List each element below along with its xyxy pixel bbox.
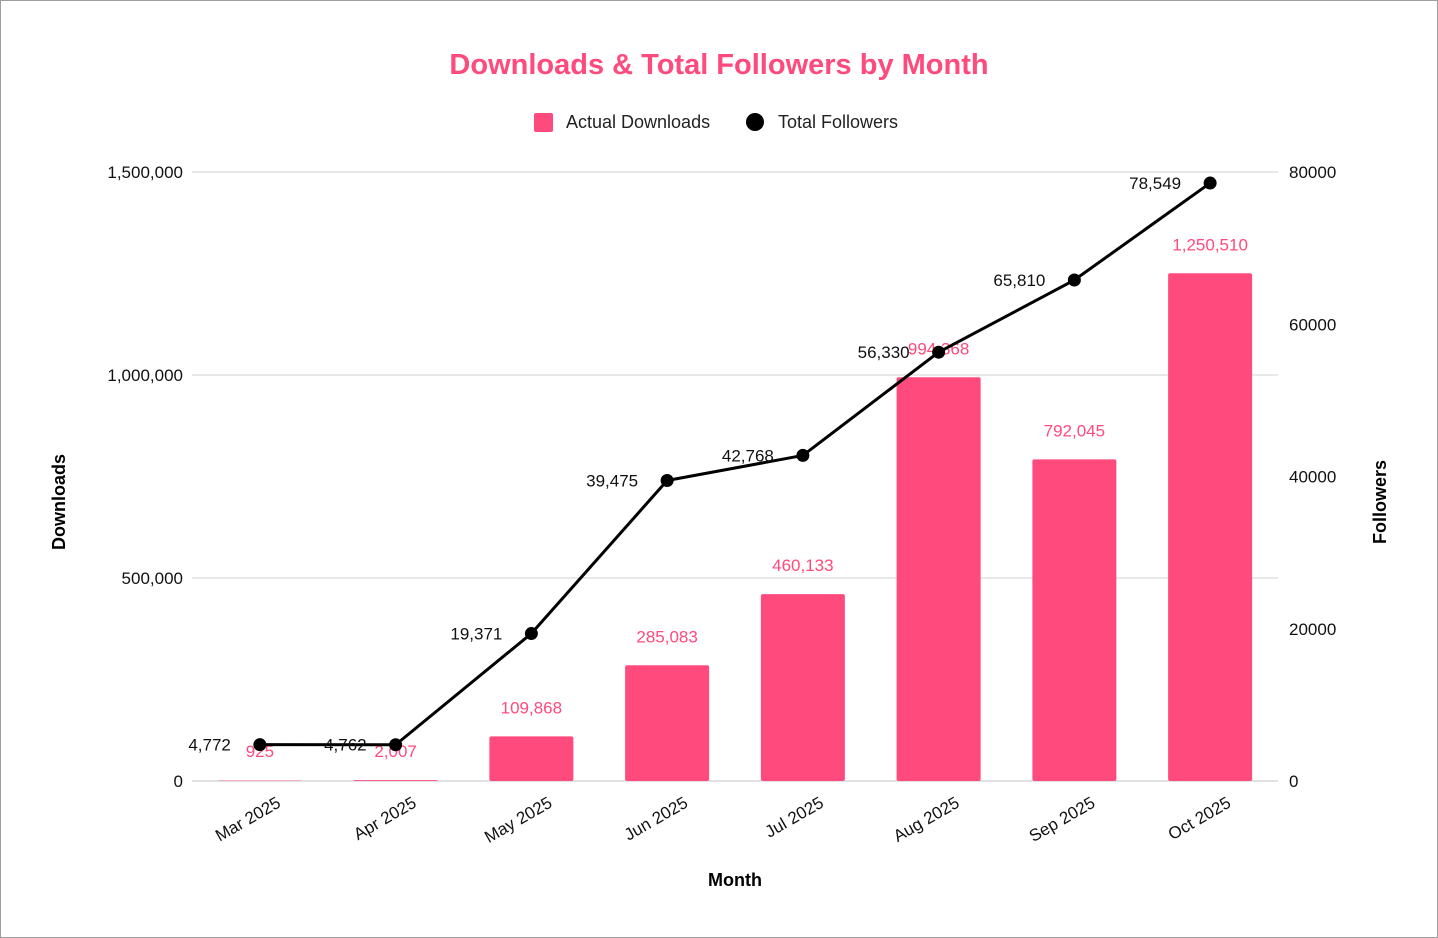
y2-axis-title: Followers xyxy=(1370,460,1390,544)
bar xyxy=(625,665,710,781)
legend-label-downloads: Actual Downloads xyxy=(566,112,710,132)
bar xyxy=(1168,273,1253,781)
bar xyxy=(489,736,574,781)
left-tick-label: 0 xyxy=(174,772,183,791)
chart-title: Downloads & Total Followers by Month xyxy=(449,49,988,81)
followers-value-label: 4,762 xyxy=(324,736,367,755)
x-tick-label: Mar 2025 xyxy=(212,793,284,845)
x-axis-title: Month xyxy=(708,870,762,890)
x-tick-label: Jun 2025 xyxy=(621,793,691,844)
right-tick-label: 80000 xyxy=(1289,163,1336,182)
x-tick-label: Aug 2025 xyxy=(890,793,963,846)
left-tick-label: 1,000,000 xyxy=(107,366,183,385)
bar-value-label: 460,133 xyxy=(772,556,833,575)
x-tick-label: May 2025 xyxy=(481,793,555,847)
followers-line-layer xyxy=(253,176,1217,752)
followers-point xyxy=(796,448,810,462)
followers-value-label: 19,371 xyxy=(450,625,502,644)
followers-point xyxy=(389,738,403,752)
bar-value-label: 792,045 xyxy=(1044,421,1105,440)
x-tick-label: Apr 2025 xyxy=(350,793,419,844)
left-axis-ticks: 0 500,000 1,000,000 1,500,000 xyxy=(107,163,183,791)
legend-line-swatch xyxy=(746,113,764,131)
followers-point xyxy=(932,345,946,359)
left-tick-label: 1,500,000 xyxy=(107,163,183,182)
followers-value-label: 65,810 xyxy=(993,271,1045,290)
right-tick-label: 40000 xyxy=(1289,468,1336,487)
bar xyxy=(353,780,438,781)
right-tick-label: 20000 xyxy=(1289,620,1336,639)
bar-value-label: 109,868 xyxy=(501,698,562,717)
legend: Actual Downloads Total Followers xyxy=(534,112,898,132)
followers-point xyxy=(1067,273,1081,287)
x-tick-label: Sep 2025 xyxy=(1026,793,1099,846)
legend-label-followers: Total Followers xyxy=(778,112,898,132)
followers-value-label: 4,772 xyxy=(188,736,231,755)
x-tick-label: Oct 2025 xyxy=(1165,793,1234,844)
bar-value-label: 2,007 xyxy=(374,742,417,761)
right-axis-ticks: 0 20000 40000 60000 80000 xyxy=(1289,163,1336,791)
followers-line xyxy=(259,181,1211,747)
bars xyxy=(217,273,1253,781)
followers-value-label: 78,549 xyxy=(1129,174,1181,193)
bar-value-label: 285,083 xyxy=(636,627,697,646)
bar xyxy=(760,594,845,781)
line-labels: 4,772 4,762 19,371 39,475 42,768 56,330 65,810… xyxy=(188,174,1181,755)
followers-point xyxy=(660,473,674,487)
followers-value-label: 42,768 xyxy=(722,446,774,465)
followers-value-label: 39,475 xyxy=(586,471,638,490)
bar xyxy=(896,377,981,781)
right-tick-label: 0 xyxy=(1289,772,1298,791)
left-tick-label: 500,000 xyxy=(122,569,183,588)
followers-point xyxy=(253,738,267,752)
bar-value-label: 1,250,510 xyxy=(1172,235,1248,254)
bar-value-label: 925 xyxy=(246,742,274,761)
y-axis-title: Downloads xyxy=(49,454,69,550)
right-tick-label: 60000 xyxy=(1289,315,1336,334)
x-axis-ticks: Mar 2025 Apr 2025 May 2025 Jun 2025 Jul 2025… xyxy=(212,793,1234,847)
x-tick-label: Jul 2025 xyxy=(762,793,827,842)
legend-bar-swatch xyxy=(534,113,553,132)
followers-point xyxy=(524,627,538,641)
bar xyxy=(1032,459,1117,781)
followers-point xyxy=(1203,176,1217,190)
followers-value-label: 56,330 xyxy=(858,343,910,362)
